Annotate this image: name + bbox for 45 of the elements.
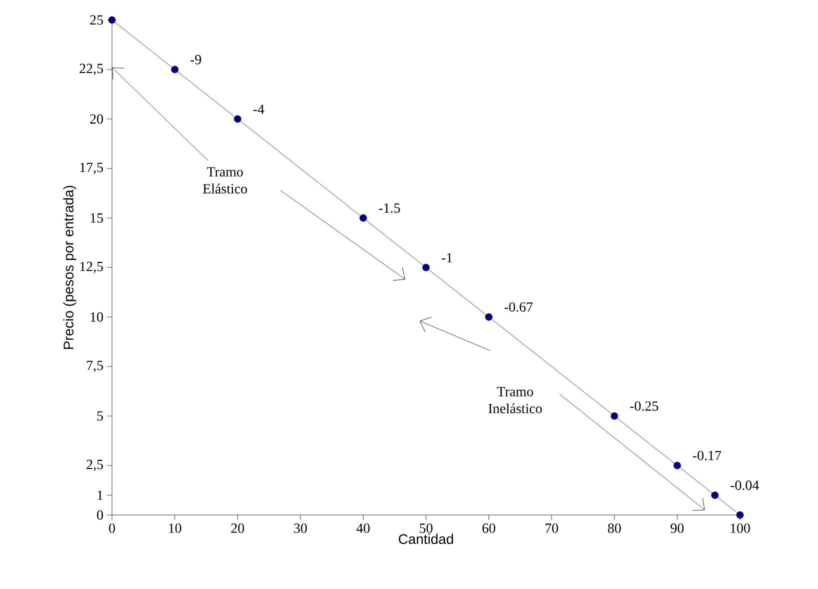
x-tick-label: 60 [482, 524, 496, 533]
x-tick-label: 80 [608, 524, 621, 533]
annotation: -0.17 [692, 450, 722, 460]
point [485, 313, 492, 321]
point [711, 492, 719, 499]
point [234, 115, 242, 123]
annotation: -1 [442, 253, 452, 262]
x-axis-title: Cantidad [398, 534, 454, 544]
x-tick-label: 30 [294, 524, 307, 533]
annotation: -4 [253, 104, 264, 114]
y-tick-label: 22,5 [80, 64, 103, 76]
y-tick-label: 5 [97, 411, 103, 421]
y-tick-label: 0 [97, 510, 103, 520]
x-tick-label: 20 [231, 524, 244, 533]
y-tick-label: 20 [90, 114, 103, 124]
point [108, 16, 116, 24]
y-tick-label: 12,5 [80, 262, 103, 274]
annotation: -0.25 [630, 401, 658, 411]
point [674, 462, 681, 470]
y-tick-label: 25 [90, 15, 103, 25]
point [171, 66, 178, 74]
x-tick-label: 50 [420, 524, 432, 533]
annotation: -1.5 [378, 203, 400, 213]
y-tick-label: 1 [98, 490, 103, 500]
y-tick-label: 2,5 [86, 460, 103, 472]
y-tick-label: 15 [90, 213, 103, 223]
y-axis-title: Precio (pesos por entrada) [63, 186, 76, 349]
annotation: -0.04 [730, 480, 759, 490]
annotation: -0.67 [504, 302, 533, 312]
annotation: Tramo Elástico [202, 167, 247, 194]
x-tick-label: 100 [730, 524, 750, 533]
x-tick-label: 70 [546, 524, 558, 533]
y-tick-label: 7,5 [86, 360, 103, 372]
annotation: Tramo Inelástico [488, 387, 542, 414]
point [422, 264, 430, 272]
y-tick-label: 17,5 [80, 162, 103, 174]
x-tick-label: 90 [670, 524, 684, 533]
point [610, 412, 618, 420]
y-tick-label: 10 [90, 312, 103, 322]
point [736, 511, 744, 519]
x-tick-label: 0 [109, 524, 115, 533]
x-tick-label: 40 [356, 524, 370, 533]
x-tick-label: 10 [169, 524, 182, 533]
point [360, 214, 367, 222]
annotation: -9 [190, 54, 202, 64]
